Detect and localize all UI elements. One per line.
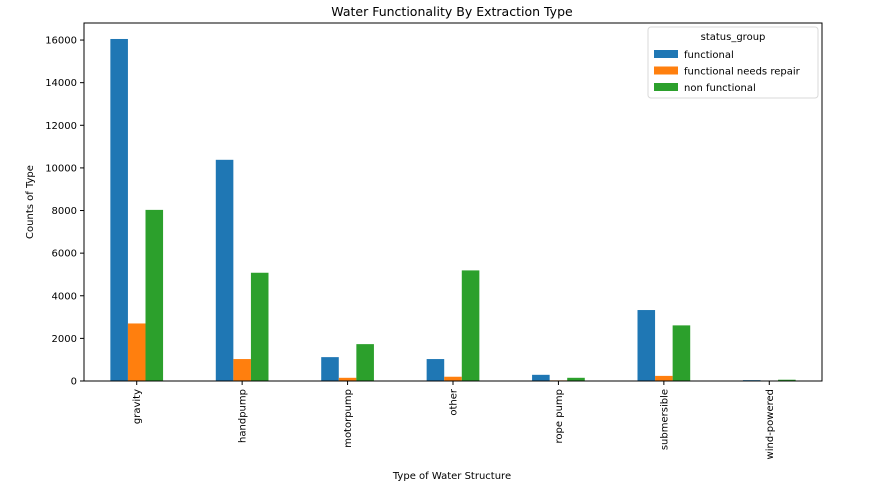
bar-motorpump-functional: [321, 357, 339, 381]
legend: status_group functional functional needs …: [647, 26, 819, 99]
bar-other-functional-needs-repair: [444, 376, 462, 381]
bar-wind-powered-non-functional: [778, 379, 796, 381]
y-tick-label: 12000: [45, 121, 77, 132]
y-tick-label: 10000: [45, 163, 77, 174]
bar-rope-pump-functional: [532, 374, 550, 381]
bar-submersible-functional-needs-repair: [655, 375, 673, 381]
x-tick-label: other: [449, 388, 460, 416]
legend-label: functional needs repair: [684, 67, 801, 78]
legend-swatch: [654, 66, 678, 75]
y-tick-label: 14000: [45, 78, 77, 89]
y-tick-label: 2000: [52, 334, 77, 345]
bar-handpump-non-functional: [250, 272, 269, 381]
y-ticks: 0 2000 4000 6000 8000 10000 12000 14000 16000: [45, 36, 84, 388]
x-tick-label: wind-powered: [765, 389, 776, 459]
bar-other-non-functional: [461, 270, 480, 381]
legend-swatch: [654, 83, 678, 91]
legend-title: status_group: [701, 32, 766, 43]
x-tick-label: rope pump: [554, 389, 565, 443]
bar-gravity-functional: [110, 38, 128, 381]
bar-gravity-functional-needs-repair: [127, 323, 146, 381]
bar-motorpump-functional-needs-repair: [338, 377, 357, 381]
legend-label: functional: [684, 50, 734, 61]
bar-gravity-non-functional: [145, 209, 164, 381]
plot-frame: [83, 22, 823, 382]
bars-layer: [110, 38, 796, 381]
chart-title: Water Functionality By Extraction Type: [331, 4, 573, 19]
legend-swatch: [654, 50, 678, 58]
y-tick-label: 4000: [52, 291, 77, 302]
bar-handpump-functional-needs-repair: [233, 359, 251, 381]
bar-submersible-functional: [637, 310, 656, 381]
bar-rope-pump-non-functional: [567, 377, 585, 381]
y-tick-label: 16000: [45, 36, 77, 47]
legend-label: non functional: [684, 83, 756, 94]
y-tick-label: 0: [71, 377, 77, 388]
y-tick-label: 6000: [52, 249, 77, 260]
x-axis-label: Type of Water Structure: [392, 471, 511, 482]
x-tick-label: handpump: [238, 389, 249, 443]
legend-box: [647, 26, 819, 99]
y-tick-label: 8000: [52, 206, 77, 217]
bar-other-functional: [426, 359, 445, 381]
x-ticks: gravity handpump motorpump other rope pump su…: [132, 381, 776, 459]
bar-submersible-non-functional: [672, 325, 691, 381]
x-tick-label: motorpump: [343, 389, 354, 448]
x-tick-label: submersible: [659, 389, 670, 450]
y-axis-label: Counts of Type: [25, 165, 36, 239]
bar-handpump-functional: [215, 159, 234, 381]
x-tick-label: gravity: [132, 389, 143, 424]
bar-motorpump-non-functional: [356, 344, 374, 381]
